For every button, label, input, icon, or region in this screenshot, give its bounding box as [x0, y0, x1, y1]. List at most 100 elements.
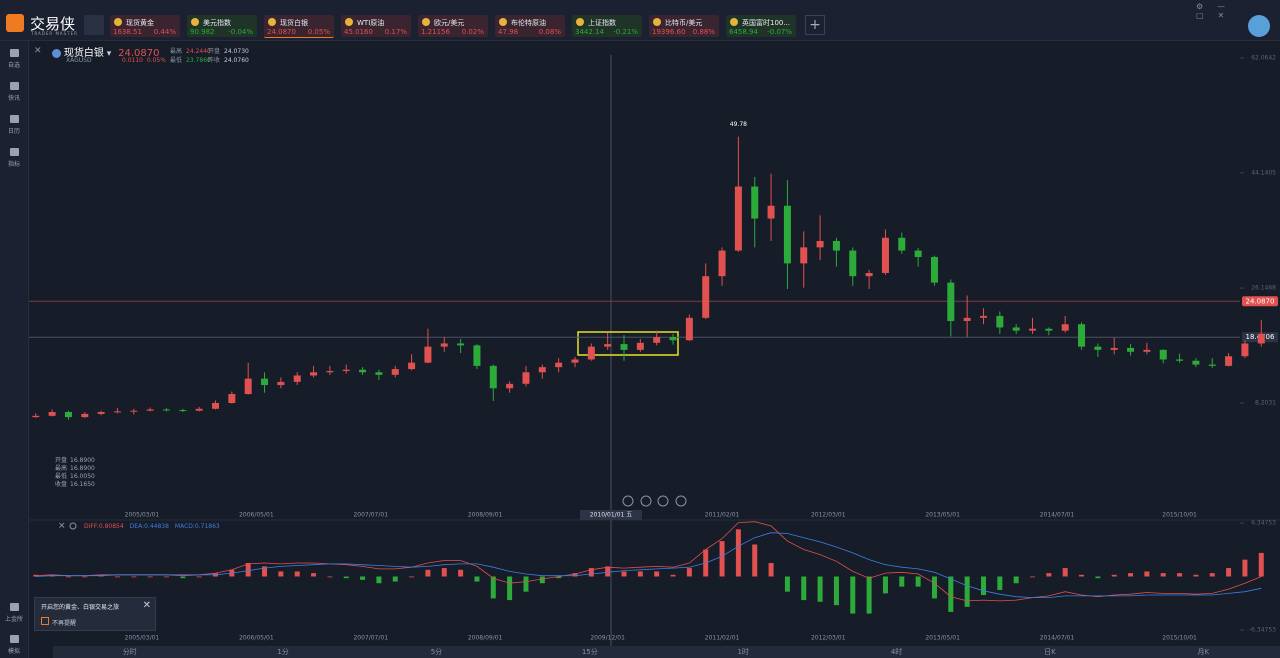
macd-bar [670, 574, 676, 577]
ohlc-row: 开盘 16.8900 [55, 457, 95, 465]
candle-body [457, 343, 465, 346]
candle-body [571, 359, 579, 363]
instrument-change: 0.0110 0.05% [122, 57, 166, 64]
instrument-code: XAGUSD [66, 57, 92, 64]
candle-body [636, 342, 644, 350]
avatar[interactable] [1248, 15, 1270, 37]
macd-close-icon[interactable]: ✕ [58, 522, 66, 532]
macd-legend: DIFF:0.80854 DEA:0.44838 MACD:0.71863 [84, 523, 226, 530]
candle-body [1061, 324, 1069, 331]
ticker[interactable]: 欧元/美元 1.21156 0.02% [418, 15, 488, 37]
timeframe-button[interactable]: 分时 [122, 648, 137, 656]
candle-body [555, 362, 563, 368]
candle-body [1143, 349, 1151, 352]
ticker[interactable]: 比特币/美元 19396.60 0.88% [649, 15, 719, 37]
close-chart[interactable]: ✕ [34, 46, 42, 56]
sidebar-label: 自选 [7, 62, 20, 69]
y-tick-label: -6.34753 [1249, 627, 1276, 634]
timeframe-button[interactable]: 4时 [890, 648, 903, 656]
candle-body [1094, 346, 1102, 350]
sidebar-item[interactable]: 指标 [0, 148, 28, 168]
logo-icon [6, 14, 24, 32]
ohlc-label: 最低 [55, 473, 68, 480]
macd-bar [343, 576, 349, 579]
window-controls[interactable]: ⚙—▢✕ [1196, 2, 1240, 20]
candle-body [1127, 347, 1135, 352]
zoom-in[interactable] [675, 495, 687, 507]
macd-bar [409, 576, 415, 578]
timeframe-button[interactable]: 5分 [430, 648, 443, 656]
candle-body [342, 369, 350, 371]
stat-label: 最低 [170, 57, 183, 64]
zoom-out[interactable] [622, 495, 634, 507]
timeframe-button[interactable]: 日K [1044, 648, 1056, 656]
ticker[interactable]: 英国富时100... 6458.94 -0.07% [726, 15, 796, 37]
sidebar-item[interactable]: 上金所 [0, 603, 28, 623]
grid-button[interactable] [84, 15, 104, 35]
ticker[interactable]: 美元指数 90.982 -0.04% [187, 15, 257, 37]
ohlc-label: 开盘 [55, 457, 68, 464]
sidebar-label: 指标 [7, 161, 20, 168]
sidebar-item[interactable]: 自选 [0, 49, 28, 69]
timeframe-button[interactable]: 15分 [581, 648, 598, 656]
macd-bar [588, 568, 594, 577]
timeframe-button[interactable]: 月K [1197, 648, 1210, 656]
sidebar-item[interactable]: 日历 [0, 115, 28, 135]
macd-bar [507, 576, 513, 601]
ticker[interactable]: WTI原油 45.0160 0.17% [341, 15, 411, 37]
ticker-icon [422, 18, 430, 26]
macd-bar [556, 576, 562, 579]
ticker[interactable]: 现货白银 24.0870 0.05% [264, 15, 334, 38]
x-tick-label: 2013/05/01 [925, 512, 960, 519]
ticker-name: 英国富时100... [742, 19, 791, 27]
sidebar-icon [9, 603, 19, 611]
macd-bar [441, 568, 447, 577]
ticker[interactable]: 上证指数 3442.14 -0.21% [572, 15, 642, 37]
macd-bar [392, 576, 398, 582]
macd-bar [1242, 559, 1248, 577]
macd-bar [196, 576, 202, 578]
ticker-name: 比特币/美元 [665, 19, 703, 27]
candle-body [1078, 324, 1086, 347]
sidebar-icon [9, 82, 19, 90]
scroll-right[interactable] [657, 495, 669, 507]
timeframe-button[interactable]: 1时 [737, 648, 749, 656]
macd-settings-icon[interactable] [69, 522, 77, 530]
highlight-box [577, 331, 679, 356]
ticker-change: 0.02% [461, 28, 484, 36]
candle-body [898, 237, 906, 251]
macd-bar [1128, 573, 1134, 577]
logo-text: 交易侠 [30, 15, 76, 33]
sidebar-item[interactable]: 模拟 [0, 635, 28, 655]
popup-title: 开启您的黄金、白银交易之旅 [41, 604, 120, 611]
ticker-name: 现货白银 [280, 19, 308, 27]
sidebar-item[interactable]: 快讯 [0, 82, 28, 102]
ticker-icon [345, 18, 353, 26]
popup-checkbox[interactable] [41, 617, 49, 625]
add-ticker[interactable]: + [805, 15, 825, 35]
cursor-date: 2010/01/01 五 [580, 510, 642, 520]
ticker[interactable]: 布伦特原油 47.98 0.08% [495, 15, 565, 37]
macd-bar [131, 576, 137, 578]
macd-bar [114, 576, 120, 578]
x-tick-label: 2007/07/01 [353, 635, 388, 642]
stat-label: 昨收 [208, 57, 221, 64]
dea-line [35, 532, 1262, 598]
popup-close[interactable]: ✕ [142, 600, 151, 611]
macd-bar [1144, 571, 1150, 577]
ticker-name: 美元指数 [203, 19, 231, 27]
candle-body [81, 413, 89, 418]
ohlc-row: 最高 16.8900 [55, 465, 95, 473]
ticker-change: 0.88% [692, 28, 715, 36]
candle-body [734, 186, 742, 251]
x-tick-label: 2008/09/01 [468, 635, 503, 642]
ticker-change: 0.05% [307, 28, 330, 36]
top-bar: 交易侠 TRADER MASTER 现货黄金 1638.51 0.44% 美元指数 90… [0, 0, 1280, 41]
scroll-left[interactable] [640, 495, 652, 507]
candle-body [359, 369, 367, 373]
timeframe-button[interactable]: 1分 [277, 648, 289, 656]
instrument-name[interactable]: 现货白银 [63, 48, 104, 59]
candle-body [669, 337, 677, 341]
ticker[interactable]: 现货黄金 1638.51 0.44% [110, 15, 180, 37]
macd-bar [850, 576, 856, 614]
